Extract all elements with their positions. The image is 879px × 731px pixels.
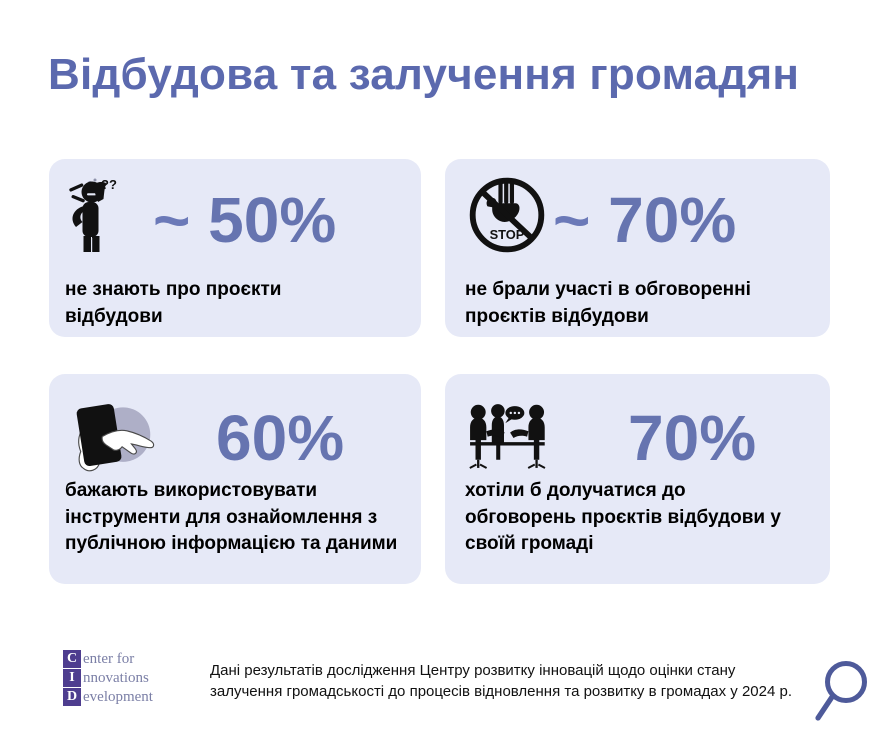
svg-text:??: ?? (101, 177, 117, 192)
